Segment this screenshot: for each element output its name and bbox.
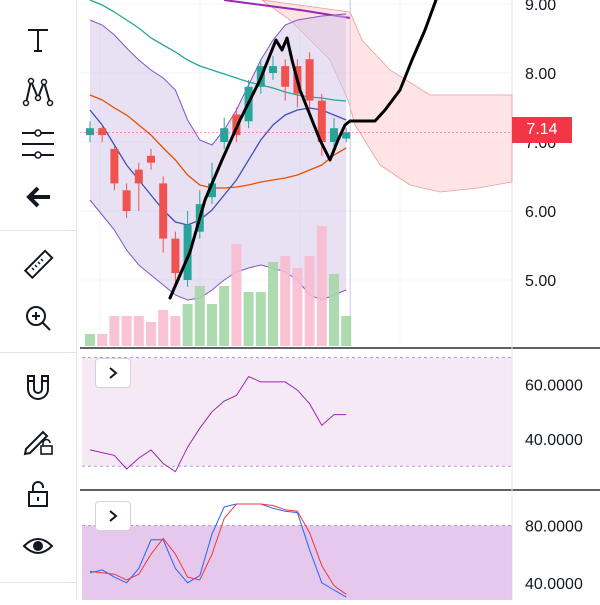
back-arrow-icon[interactable] (14, 177, 62, 217)
oscillator-axis-label: 80.0000 (525, 519, 583, 536)
candle-body (305, 59, 314, 101)
volume-bar (158, 310, 169, 346)
drawing-toolbar (0, 0, 77, 600)
candle-body (98, 128, 107, 136)
magnet-icon[interactable] (14, 368, 62, 408)
volume-bar (194, 286, 205, 346)
volume-bar (207, 304, 217, 346)
freehand-drawing[interactable] (168, 0, 438, 300)
price-axis-label: 8.00 (525, 66, 556, 83)
oscillator-band (82, 525, 512, 605)
volume-bar (255, 292, 266, 346)
volume-bar (170, 316, 181, 346)
volume-bar (219, 286, 230, 346)
volume-bar (133, 316, 144, 346)
price-axis-label: 9.00 (525, 0, 556, 14)
stoch-k-line (89, 503, 347, 598)
candle-body (317, 100, 326, 142)
chevron-right-icon (109, 510, 118, 522)
candle-body (183, 224, 192, 280)
collapse-pane-button[interactable] (95, 358, 131, 388)
volume-bar (109, 316, 120, 346)
oscillator-pane-2[interactable]: 80.0000 40.0000 (82, 503, 583, 605)
lock-icon[interactable] (14, 474, 62, 514)
candle-body (159, 183, 168, 239)
candle-body (269, 66, 277, 73)
volume-bar (121, 316, 132, 346)
toolbar-divider (0, 582, 76, 583)
volume-bar (268, 262, 278, 346)
price-axis-label: 5.00 (525, 273, 556, 290)
candle-body (330, 128, 338, 142)
ruler-icon[interactable] (14, 245, 62, 285)
drawing-stroke (168, 0, 438, 300)
collapse-pane-button[interactable] (95, 501, 131, 531)
candle-body (86, 128, 94, 136)
oscillator-axis-label: 60.0000 (525, 378, 583, 395)
last-price-label: 7.14 (512, 117, 572, 143)
stoch-d-line (89, 503, 347, 595)
eye-icon[interactable] (14, 526, 62, 566)
volume-bar (231, 244, 242, 346)
oscillator-axis-label: 40.0000 (525, 576, 583, 593)
volume-bars (85, 226, 352, 346)
volume-bar (97, 334, 108, 346)
volume-bar (341, 316, 352, 346)
lock-drawing-icon[interactable] (14, 420, 62, 460)
ma-blue (89, 107, 347, 226)
oscillator-axis-label: 40.0000 (525, 432, 583, 449)
candle-body (110, 148, 119, 184)
volume-bar (304, 256, 315, 346)
price-axis[interactable]: 9.008.007.006.005.00 (525, 0, 556, 290)
toolbar-divider (0, 230, 76, 231)
candle-body (147, 155, 155, 163)
rsi-line (89, 375, 347, 473)
bollinger-lower (89, 199, 347, 301)
candle-body (122, 190, 131, 211)
ma-orange (89, 94, 347, 189)
volume-bar (182, 304, 193, 346)
volume-bar (316, 226, 327, 346)
toolbar-divider (0, 352, 76, 353)
bollinger-upper (89, 13, 347, 146)
candle-body (171, 238, 180, 274)
oscillator-pane-1[interactable]: 60.0000 40.0000 (82, 356, 583, 473)
candle-body (208, 183, 216, 198)
cloud-line (223, 0, 351, 19)
volume-bar (85, 334, 95, 346)
candle-body (342, 132, 351, 139)
pattern-tool-icon[interactable] (14, 72, 62, 112)
candle-body (134, 169, 143, 184)
fib-channel-icon[interactable] (14, 124, 62, 164)
candle-body (281, 66, 290, 87)
volume-bar (280, 256, 291, 346)
volume-bar (243, 292, 254, 346)
volume-bar (146, 322, 156, 346)
chevron-right-icon (109, 367, 118, 379)
price-axis-label: 6.00 (525, 204, 556, 221)
chart-area[interactable]: 9.00 8.00 7.00 6.00 5.00 60.0000 40.0000 80.0… (76, 0, 600, 605)
oscillator-band (82, 357, 512, 467)
candle-body (220, 128, 229, 142)
zoom-in-icon[interactable] (14, 298, 62, 338)
volume-bar (292, 268, 303, 346)
text-tool-icon[interactable] (14, 20, 62, 60)
volume-bar (329, 274, 339, 346)
